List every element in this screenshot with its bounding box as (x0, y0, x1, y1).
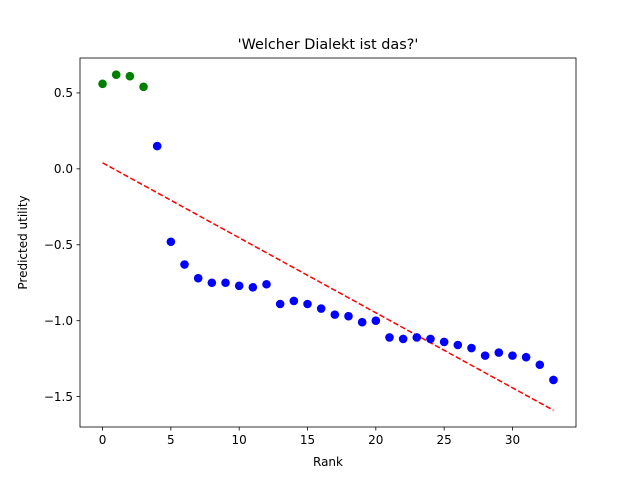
data-point (289, 296, 299, 306)
data-point (535, 360, 545, 370)
data-point (549, 375, 558, 385)
trend-line (102, 162, 554, 411)
data-point (262, 279, 271, 289)
data-point (193, 273, 203, 283)
y-tick-label: 0.0 (54, 162, 73, 176)
data-point (316, 304, 326, 313)
y-tick-label: −0.5 (44, 238, 73, 252)
x-tick-label: 25 (437, 433, 452, 447)
plot-area (98, 70, 558, 411)
data-point (357, 317, 367, 327)
chart-title: 'Welcher Dialekt ist das?' (238, 37, 419, 53)
x-tick-label: 0 (99, 433, 107, 447)
data-point (152, 141, 162, 151)
data-point (480, 351, 490, 360)
data-point (248, 282, 258, 292)
data-point (344, 311, 353, 321)
data-point (508, 351, 517, 360)
data-point (125, 71, 135, 81)
x-axis-label: Rank (313, 455, 343, 469)
x-tick-label: 5 (167, 433, 175, 447)
data-point (207, 278, 217, 288)
data-point (139, 82, 148, 92)
data-point (426, 334, 435, 344)
data-point (234, 281, 244, 291)
y-axis-label: Predicted utility (16, 195, 30, 289)
data-point (412, 333, 422, 342)
data-point (330, 310, 340, 319)
data-point (385, 333, 394, 342)
y-tick-label: 0.5 (54, 86, 73, 100)
data-point (180, 260, 189, 269)
data-point (166, 237, 176, 247)
data-point (371, 316, 381, 326)
y-tick-label: −1.0 (44, 314, 73, 328)
data-point (303, 299, 312, 309)
data-point (111, 70, 121, 80)
x-tick-label: 30 (505, 433, 520, 447)
data-point (521, 352, 531, 362)
y-tick-label: −1.5 (44, 390, 73, 404)
data-point (398, 334, 408, 344)
x-tick-label: 10 (232, 433, 247, 447)
data-point (439, 337, 449, 347)
axes-frame (79, 57, 577, 428)
x-tick-label: 20 (368, 433, 383, 447)
axis-ticks: 0 5 10 15 20 25 30 0.5 0.0 −0.5 −1.0 −1.5 (44, 86, 520, 447)
data-point (275, 299, 285, 309)
data-point (494, 348, 504, 357)
data-point (98, 79, 107, 89)
x-tick-label: 15 (300, 433, 315, 447)
data-point (467, 343, 476, 353)
data-point (221, 278, 230, 288)
data-point (453, 340, 463, 350)
